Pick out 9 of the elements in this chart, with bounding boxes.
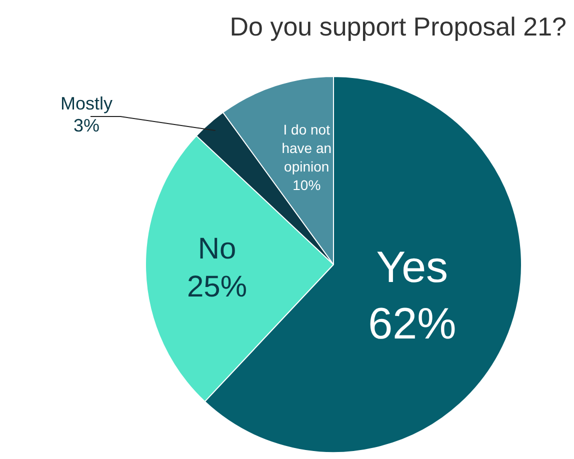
- slice-label: No: [198, 232, 236, 266]
- data-label: 3%: [73, 116, 100, 136]
- data-label: 10%: [292, 176, 321, 193]
- data-label: 25%: [186, 270, 248, 304]
- chart-title: Do you support Proposal 21?: [230, 12, 567, 42]
- slice-label: I do not have an opinion: [282, 122, 332, 174]
- data-label: 62%: [368, 299, 456, 348]
- slice-label: Mostly: [60, 94, 113, 114]
- slice-label: Yes: [376, 242, 448, 292]
